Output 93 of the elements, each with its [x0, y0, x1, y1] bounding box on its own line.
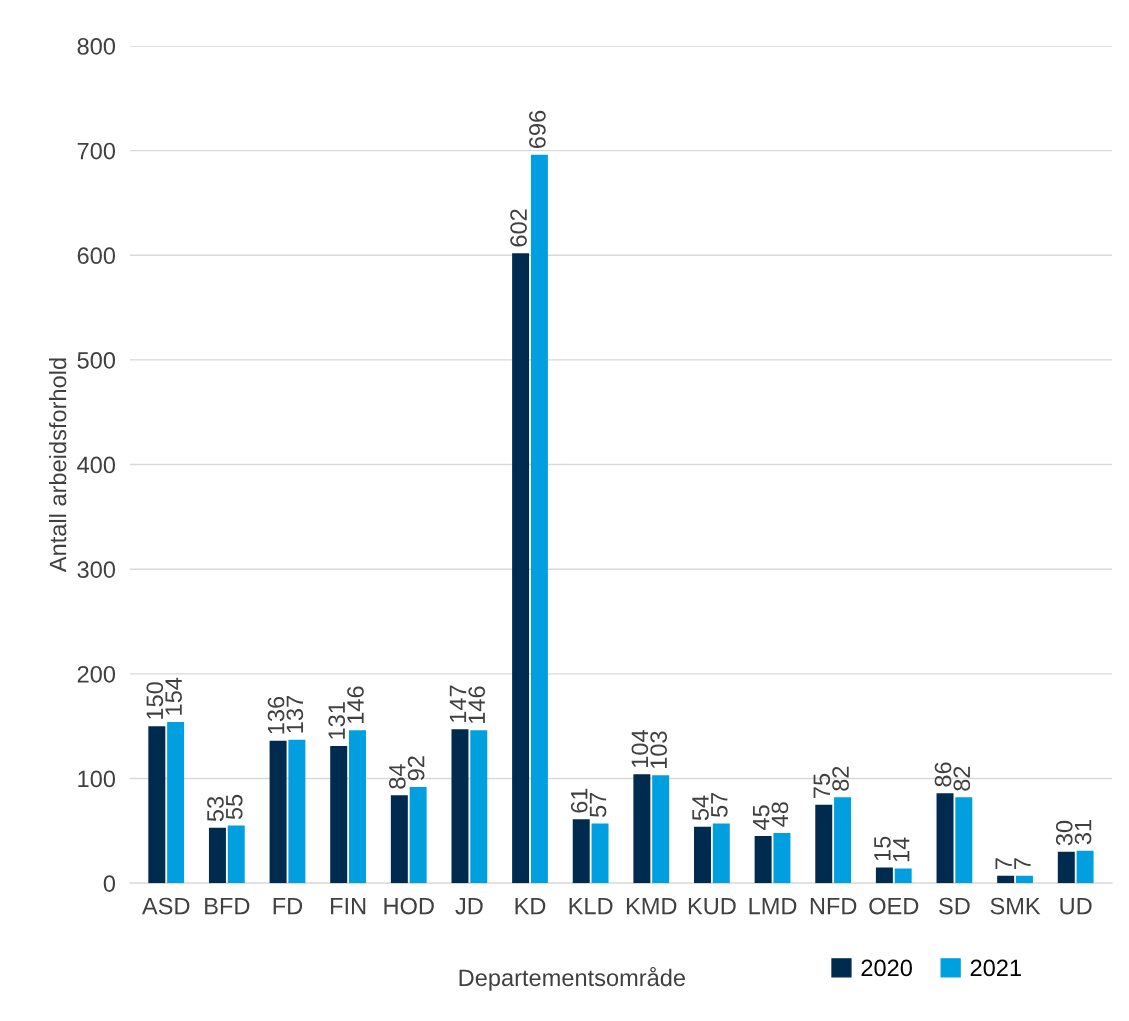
bar [591, 823, 609, 884]
data-label: 7 [1014, 858, 1031, 870]
bar [712, 823, 730, 884]
data-label: 55 [226, 794, 243, 820]
y-axis-title: Antall arbeidsforhold [48, 358, 67, 573]
bar [1057, 851, 1075, 884]
data-label: 602 [510, 209, 527, 247]
data-label: 150 [146, 682, 164, 719]
bar [1015, 875, 1033, 884]
data-label: 86 [934, 762, 952, 787]
bar [773, 832, 791, 884]
x-tick-label: HOD [384, 897, 434, 915]
data-label: 82 [832, 766, 849, 791]
y-tick-label: 200 [77, 665, 116, 683]
bar [530, 154, 548, 884]
x-tick-label: KLD [569, 897, 613, 915]
bar [572, 819, 590, 884]
y-tick-label: 600 [77, 247, 116, 265]
x-tick-label: LMD [749, 897, 797, 915]
legend-label: 2021 [970, 959, 1021, 977]
data-label: 137 [286, 696, 304, 733]
bar [894, 868, 912, 884]
x-tick-label: KMD [626, 897, 677, 915]
x-tick-label: NFD [810, 897, 857, 915]
bar [754, 836, 772, 884]
y-tick-label: 100 [78, 770, 116, 788]
bar [288, 739, 306, 884]
data-label: 104 [631, 730, 649, 767]
bar [208, 827, 226, 884]
x-axis-title: Departementsområde [459, 966, 685, 991]
x-tick-label: UD [1060, 897, 1092, 915]
x-tick-label: KUD [688, 897, 736, 915]
y-tick-label: 500 [77, 351, 116, 369]
bar [997, 875, 1015, 884]
bar [349, 730, 366, 884]
data-label: 53 [207, 796, 224, 822]
bar [652, 775, 670, 884]
data-label: 61 [570, 788, 588, 813]
bar [633, 774, 651, 884]
data-label: 31 [1074, 820, 1092, 845]
bar [815, 804, 833, 884]
x-tick-label: KD [515, 897, 546, 915]
data-label: 147 [449, 685, 467, 722]
data-label: 131 [328, 702, 346, 739]
data-label: 154 [165, 677, 182, 715]
data-label: 82 [953, 766, 971, 791]
bar [875, 867, 893, 884]
data-label: 57 [711, 792, 728, 818]
bar [167, 722, 185, 884]
data-label: 30 [1055, 820, 1073, 846]
data-label: 15 [874, 836, 891, 861]
legend-label: 2020 [861, 959, 912, 977]
bar [330, 746, 348, 884]
data-label: 45 [752, 805, 770, 830]
data-label: 103 [650, 731, 667, 769]
y-tick-label: 300 [77, 561, 116, 578]
bar [470, 730, 488, 884]
y-tick-label: 700 [77, 142, 116, 160]
data-label: 696 [529, 110, 546, 149]
x-tick-label: JD [455, 897, 483, 915]
y-tick-label: 800 [77, 38, 116, 55]
x-tick-label: FD [273, 897, 303, 915]
data-label: 7 [995, 858, 1012, 870]
x-tick-label: ASD [141, 897, 190, 915]
bar [936, 793, 954, 884]
bar [694, 826, 711, 884]
data-label: 54 [692, 795, 709, 821]
x-tick-label: BFD [205, 897, 250, 915]
x-tick-label: SMK [990, 897, 1041, 915]
bar [955, 797, 973, 884]
x-tick-label: SD [939, 897, 970, 915]
bar [1076, 850, 1094, 884]
bar [227, 825, 245, 884]
bar [451, 729, 469, 884]
data-label: 146 [468, 686, 486, 724]
bar [148, 726, 166, 884]
bar [834, 797, 852, 884]
y-tick-label: 0 [103, 875, 116, 892]
data-label: 14 [893, 837, 910, 862]
bar [409, 786, 427, 884]
data-label: 136 [267, 696, 285, 734]
data-label: 92 [407, 756, 425, 781]
x-tick-label: OED [869, 897, 919, 915]
bar [512, 253, 530, 884]
data-label: 48 [771, 802, 789, 827]
bar [390, 795, 408, 884]
data-label: 57 [589, 792, 607, 818]
y-tick-label: 400 [77, 456, 116, 474]
data-label: 75 [813, 773, 831, 798]
x-tick-label: FIN [331, 897, 366, 915]
bar [269, 740, 287, 884]
data-label: 84 [388, 764, 406, 789]
data-label: 146 [347, 686, 364, 724]
